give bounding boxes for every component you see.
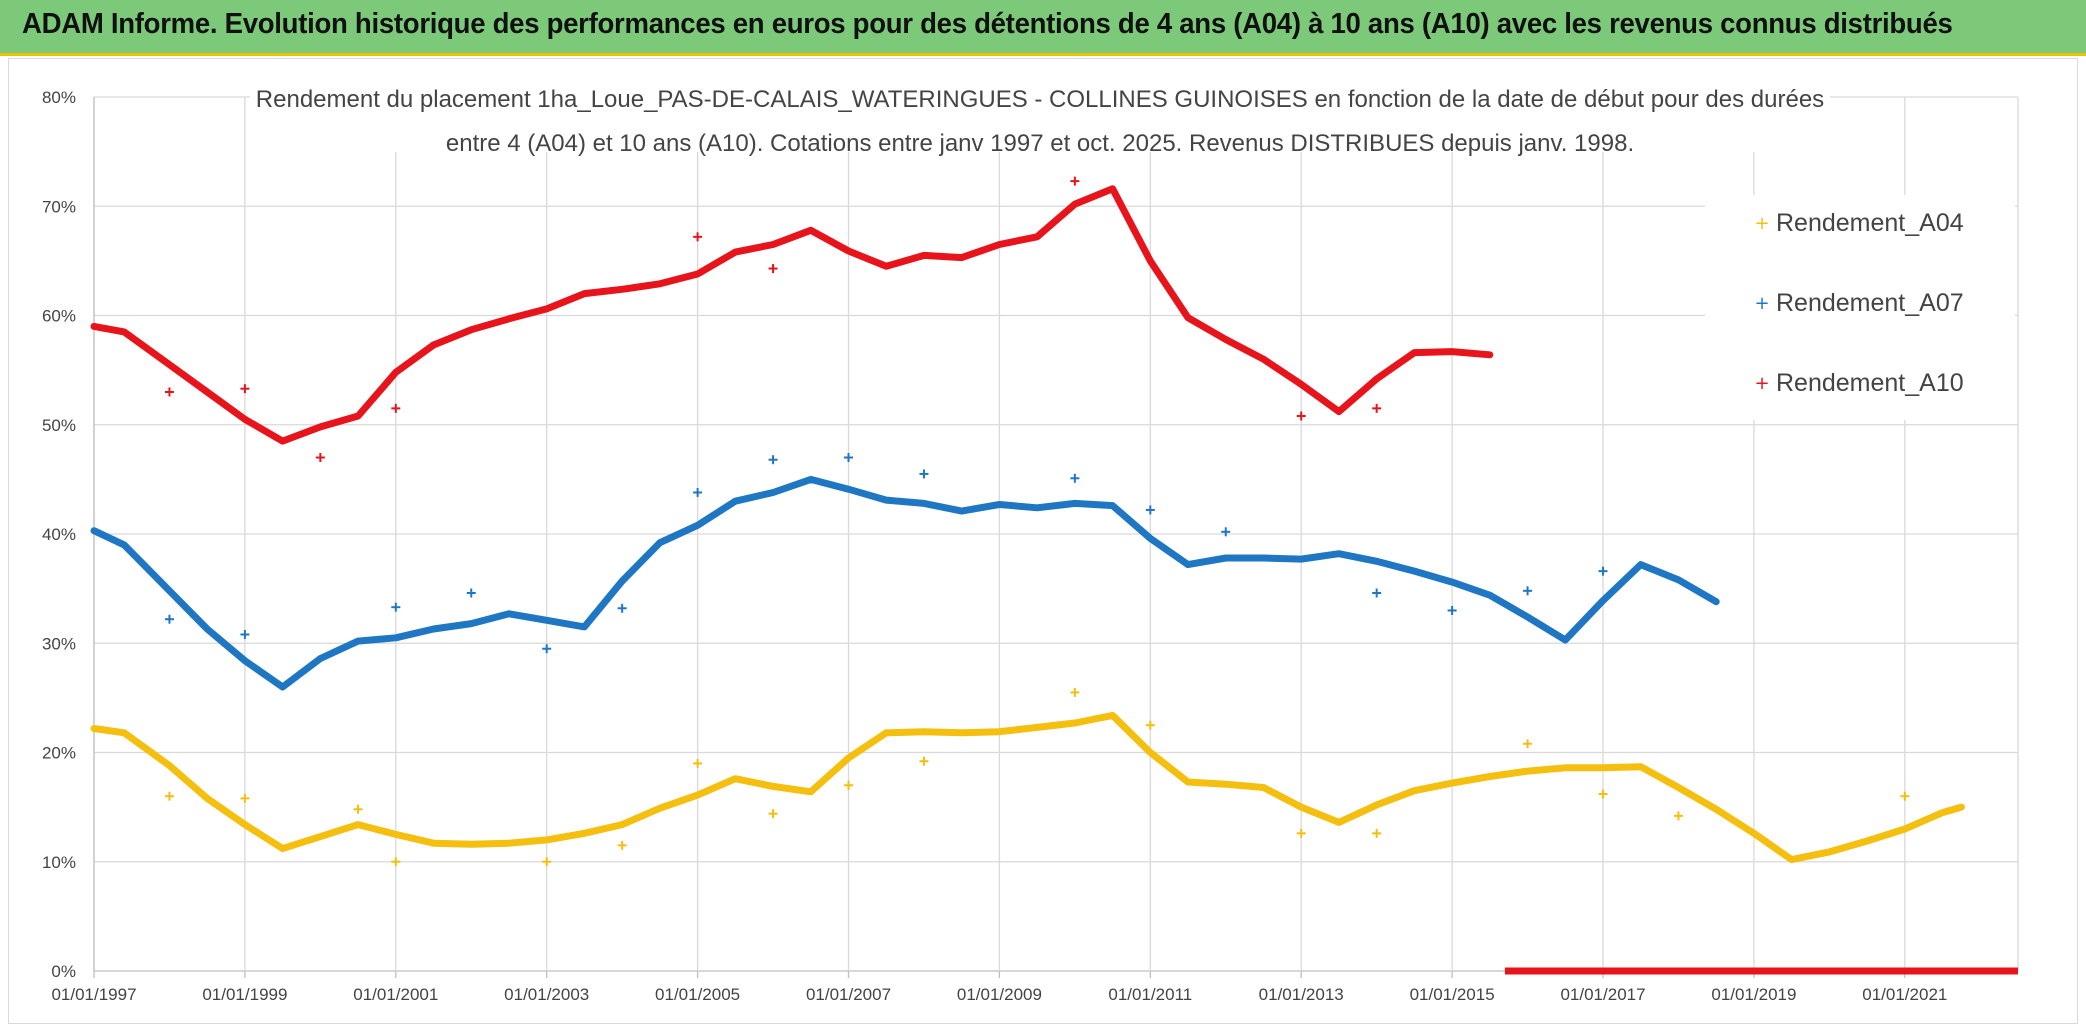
point-a07 [1447,605,1457,615]
x-tick-label: 01/01/2019 [1711,985,1796,1004]
point-a10 [1070,176,1080,186]
x-tick-label: 01/01/2007 [806,985,891,1004]
y-tick-label: 10% [42,853,76,872]
legend-label-a04: Rendement_A04 [1776,209,1964,237]
point-a10 [1296,411,1306,421]
point-a07 [919,469,929,479]
point-a07 [164,614,174,624]
x-tick-label: 01/01/1999 [202,985,287,1004]
point-a07 [542,644,552,654]
series-line-rendement_a07 [90,475,1720,691]
x-tick-label: 01/01/2001 [353,985,438,1004]
point-a10 [1372,403,1382,413]
point-a07 [844,453,854,463]
x-tick-label: 01/01/2003 [504,985,589,1004]
y-tick-label: 0% [51,962,76,981]
point-a07 [1221,527,1231,537]
point-a04 [1900,791,1910,801]
legend-marker-a10: + [1754,373,1769,394]
point-a04 [693,758,703,768]
legend-marker-a04: + [1754,213,1769,234]
point-a04 [1523,739,1533,749]
y-tick-label: 40% [42,525,76,544]
point-a04 [240,793,250,803]
point-a07 [1145,505,1155,515]
point-a10 [768,264,778,274]
chart-title-line-1: Rendement du placement 1ha_Loue_PAS-DE-C… [256,86,1824,113]
x-tick-label: 01/01/2015 [1410,985,1495,1004]
point-a07 [617,603,627,613]
point-a04 [1673,811,1683,821]
legend-label-a10: Rendement_A10 [1776,369,1964,397]
y-tick-label: 80% [42,88,76,107]
series-line-rendement_a10 [90,185,1494,445]
legend-marker-a07: + [1754,293,1769,314]
legend-background [1705,195,2015,420]
point-a04 [844,780,854,790]
x-tick-label: 01/01/2005 [655,985,740,1004]
y-tick-label: 60% [42,307,76,326]
series-group [90,185,2018,975]
point-a04 [1296,828,1306,838]
y-tick-label: 20% [42,744,76,763]
x-tick-label: 01/01/1997 [51,985,136,1004]
point-a07 [466,588,476,598]
point-a04 [1070,687,1080,697]
title-background [250,82,1830,152]
points-group [164,176,1910,867]
y-tick-label: 50% [42,416,76,435]
point-a10 [164,387,174,397]
point-a04 [164,791,174,801]
point-a10 [240,384,250,394]
point-a10 [693,232,703,242]
point-a04 [391,857,401,867]
point-a07 [240,630,250,640]
point-a07 [1070,473,1080,483]
point-a10 [391,403,401,413]
point-a07 [1598,566,1608,576]
x-tick-label: 01/01/2011 [1108,985,1192,1004]
point-a10 [315,453,325,463]
point-a04 [353,804,363,814]
point-a04 [919,756,929,766]
point-a04 [1372,828,1382,838]
x-tick-label: 01/01/2017 [1560,985,1645,1004]
y-axis-ticks: 0% 10% 20% 30% 40% 50% 60% 70% 80% [42,88,76,981]
chart-frame [8,58,2078,1024]
point-a04 [1598,789,1608,799]
point-a04 [617,840,627,850]
chart-title-line-2: entre 4 (A04) et 10 ans (A10). Cotations… [446,130,1634,157]
point-a07 [391,602,401,612]
legend: + Rendement_A04 + Rendement_A07 + Rendem… [1754,209,1963,397]
point-a04 [1145,720,1155,730]
x-axis-ticks: 01/01/1997 01/01/1999 01/01/2001 01/01/2003… [51,985,1947,1004]
header-banner: ADAM Informe. Evolution historique des p… [0,0,2086,56]
point-a07 [693,487,703,497]
y-tick-label: 70% [42,197,76,216]
y-tick-label: 30% [42,634,76,653]
point-a04 [542,857,552,867]
point-a07 [1523,586,1533,596]
series-line-rendement_a04 [90,711,1965,864]
point-a04 [768,809,778,819]
x-tick-label: 01/01/2009 [957,985,1042,1004]
banner-title: ADAM Informe. Evolution historique des p… [22,8,1953,40]
point-a07 [1372,588,1382,598]
x-tick-label: 01/01/2021 [1862,985,1947,1004]
point-a07 [768,455,778,465]
x-tick-label: 01/01/2013 [1259,985,1344,1004]
legend-label-a07: Rendement_A07 [1776,289,1964,317]
